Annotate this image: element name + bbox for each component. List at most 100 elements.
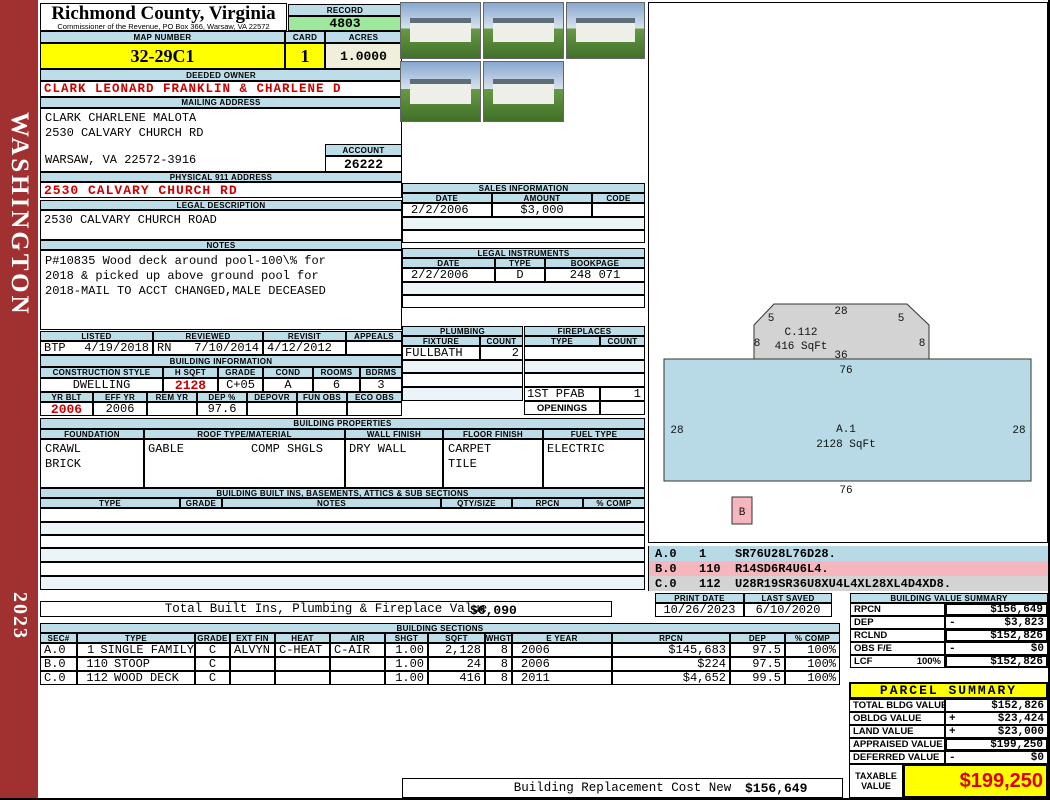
sales-col-amount: AMOUNT	[492, 193, 592, 203]
parcel-row-name: DEFERRED VALUE	[849, 751, 945, 764]
section-row-sec: C.0	[40, 671, 77, 685]
property-photo-4[interactable]	[400, 61, 481, 122]
roof-material: COMP SHGLS	[250, 442, 323, 456]
foundation-line-1: CRAWL	[45, 442, 82, 456]
notes-line-1: P#10835 Wood deck around pool-100\% for	[45, 254, 326, 268]
fireplaces-label: FIREPLACES	[524, 326, 645, 336]
built-ins-empty-row	[40, 535, 645, 548]
section-row-air	[330, 671, 385, 685]
dep-pct-value: 97.6	[197, 402, 247, 416]
fireplaces-empty-row	[524, 360, 645, 373]
record-label: RECORD	[288, 4, 402, 16]
instrument-type: D	[495, 268, 545, 282]
section-type-num: 1	[87, 643, 95, 657]
spine-year-label: 2023	[9, 592, 31, 640]
wall-finish-label: WALL FINISH	[345, 429, 443, 439]
section-row-shgt: 1.00	[385, 671, 428, 685]
bvs-row-value: $152,826	[945, 629, 1048, 642]
built-ins-total-value: $6,090	[470, 603, 517, 618]
floor-finish-label: FLOOR FINISH	[443, 429, 543, 439]
parcel-row-name: TOTAL BLDG VALUE	[849, 699, 945, 712]
built-ins-total-row: Total Built Ins, Plumbing & Fireplace Va…	[40, 601, 612, 617]
section-row-eyear: 2006	[512, 657, 612, 671]
bvs-amount: $0	[1030, 642, 1044, 655]
parcel-row-value: $199,250	[945, 738, 1048, 751]
hsqft-label: H SQFT	[163, 367, 218, 378]
building-sections-label: BUILDING SECTIONS	[40, 623, 840, 633]
bvs-row-value: - $3,823	[945, 616, 1048, 629]
section-row-type: 112 WOOD DECK	[77, 671, 195, 685]
depovr-value	[247, 402, 297, 416]
bvs-row-value: $152,826	[945, 655, 1048, 668]
section-row-comp: 100%	[785, 643, 840, 657]
sketch-svg: 28 5 5 C.112 8 8 416 SqFt 36 76 28 28 A.…	[663, 303, 1032, 525]
house-shape	[576, 18, 635, 43]
mailing-address-box: CLARK CHARLENE MALOTA 2530 CALVARY CHURC…	[40, 108, 402, 172]
bvs-row-name: RCLND	[850, 629, 945, 642]
mailing-line-3: WARSAW, VA 22572-3916	[45, 153, 197, 167]
effyr-value: 2006	[93, 402, 147, 416]
county-spine: WASHINGTON 2023	[0, 0, 38, 798]
section-row-dep: 97.5	[730, 643, 785, 657]
listed-value: BTP 4/19/2018	[40, 341, 153, 355]
sales-empty-row	[402, 217, 645, 230]
c-dim-right: 8	[919, 338, 926, 350]
mailing-address-label: MAILING ADDRESS	[40, 97, 402, 108]
parcel-row-value: + $23,424	[945, 712, 1048, 725]
last-saved-label: LAST SAVED	[744, 593, 832, 603]
hsqft-value: 2128	[163, 378, 218, 392]
reviewed-value: RN 7/10/2014	[153, 341, 263, 355]
fireplace-type: 1ST PFAB	[524, 387, 600, 401]
sketch-string-sec: A.0	[655, 546, 677, 561]
property-photo-2[interactable]	[483, 2, 564, 59]
revisit-value: 4/12/2012	[263, 341, 346, 355]
openings-label: OPENINGS	[524, 401, 600, 415]
record-value: 4803	[288, 16, 402, 31]
map-number-label: MAP NUMBER	[40, 31, 285, 43]
parcel-row-value: + $23,000	[945, 725, 1048, 738]
remyr-label: REM YR	[147, 392, 197, 402]
built-ins-empty-row	[40, 508, 645, 522]
plumbing-col-fixture: FIXTURE	[402, 336, 480, 346]
parcel-row-name: APPRAISED VALUE	[849, 738, 945, 751]
property-photo-1[interactable]	[400, 2, 481, 59]
section-row-grade: C	[195, 671, 230, 685]
section-row-rpcn: $145,683	[612, 643, 730, 657]
commissioner-line: Commissioner of the Revenue, PO Box 366,…	[57, 22, 270, 31]
section-row-whgt: 8	[485, 657, 512, 671]
built-ins-label: BUILDING BUILT INS, BASEMENTS, ATTICS & …	[40, 488, 645, 498]
notes-box: P#10835 Wood deck around pool-100\% for …	[40, 250, 402, 330]
account-label: ACCOUNT	[325, 144, 402, 156]
c-section-sqft: 416 SqFt	[775, 341, 828, 353]
reviewed-date: 7/10/2014	[194, 341, 259, 355]
section-row-type: 110 STOOP	[77, 657, 195, 671]
replacement-cost-value: $156,649	[745, 781, 808, 796]
construction-style-value: DWELLING	[40, 378, 163, 392]
legal-description-label: LEGAL DESCRIPTION	[40, 200, 402, 210]
floor-line-2: TILE	[448, 457, 477, 471]
mailing-line-1: CLARK CHARLENE MALOTA	[45, 111, 197, 125]
section-row-air	[330, 657, 385, 671]
c-dim-corner-right: 5	[898, 313, 905, 325]
building-properties-label: BUILDING PROPERTIES	[40, 418, 645, 429]
sales-col-code: CODE	[592, 193, 645, 203]
sections-col-sqft: SQFT	[428, 633, 485, 643]
built-ins-empty-row	[40, 562, 645, 576]
built-ins-col-rpcn: RPCN	[512, 498, 583, 508]
a-dim-bottom: 76	[839, 485, 852, 497]
appeals-label: APPEALS	[346, 331, 402, 341]
sections-col-comp: % COMP	[785, 633, 840, 643]
bvs-amount: $3,823	[1004, 616, 1044, 629]
property-photo-5[interactable]	[483, 61, 564, 122]
built-ins-empty-row	[40, 522, 645, 535]
plumbing-empty-row	[402, 373, 523, 387]
section-row-extfin	[230, 671, 275, 685]
appeals-value	[346, 341, 402, 355]
property-photo-3[interactable]	[566, 2, 645, 59]
county-title-box: Richmond County, Virginia Commissioner o…	[40, 3, 287, 31]
foundation-value: CRAWL BRICK	[40, 439, 144, 488]
deeded-owner-value: CLARK LEONARD FRANKLIN & CHARLENE D	[40, 81, 402, 97]
parcel-amount: $0	[1030, 751, 1044, 764]
fireplaces-col-type: TYPE	[524, 336, 600, 346]
sketch-string-path: U28R19SR36U8XU4L4XL28XL4D4XD8.	[735, 576, 952, 591]
